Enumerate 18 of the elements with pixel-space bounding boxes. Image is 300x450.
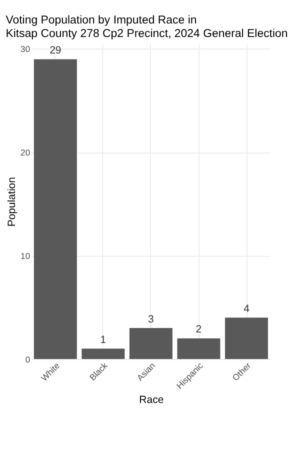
data-label: 4 — [244, 302, 250, 315]
data-label: 29 — [50, 44, 62, 57]
bar — [129, 328, 172, 360]
data-label: 2 — [196, 324, 202, 336]
text: Voting Population by Imputed Race in — [6, 14, 197, 27]
data-label: 3 — [148, 313, 154, 326]
y-axis-title: Population — [6, 176, 18, 227]
x-axis-title: Race — [139, 394, 164, 406]
bar — [225, 318, 268, 360]
bar — [82, 348, 125, 360]
y-tick-label: 10 — [20, 250, 30, 261]
bar — [34, 59, 77, 360]
y-tick-label: 30 — [20, 44, 30, 54]
y-tick-label: 20 — [20, 148, 30, 158]
text: Kitsap County 278 Cp2 Precinct, 2024 General Election — [6, 28, 288, 40]
bar — [177, 338, 220, 360]
y-tick-label: 0 — [25, 354, 30, 364]
data-label: 1 — [100, 334, 106, 346]
